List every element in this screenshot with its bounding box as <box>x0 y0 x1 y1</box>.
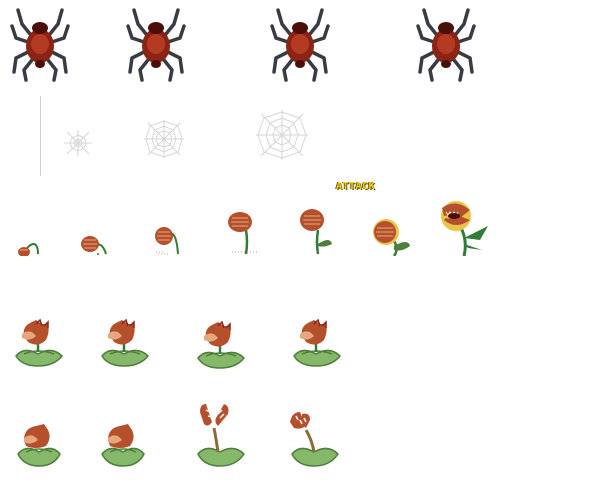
web-sprite-large <box>256 110 308 160</box>
flower-bulb-closed-1 <box>17 424 61 467</box>
flower-bulb-idle-4 <box>293 318 342 367</box>
flower-grow-frame-1 <box>18 242 39 256</box>
spider-sprite-3 <box>270 8 330 82</box>
flower-grow-frame-3 <box>155 227 179 255</box>
web-sprite-small <box>64 130 92 156</box>
spider-sprite-2 <box>126 8 186 82</box>
spider-sprite-4 <box>416 8 476 82</box>
flower-bulb-idle-2 <box>101 318 150 367</box>
web-sprite-medium <box>144 120 184 158</box>
flower-grow-frame-4 <box>228 212 258 255</box>
flower-attack-frame <box>441 201 488 256</box>
flower-bite-frame-1 <box>197 404 245 467</box>
flower-grow-frame-6 <box>373 219 410 256</box>
flower-bulb-closed-2 <box>101 424 145 467</box>
spider-sprite-1 <box>10 8 70 82</box>
flower-grow-frame-5 <box>300 209 332 255</box>
flower-bulb-idle-1 <box>15 318 64 367</box>
flower-bite-frame-2 <box>290 412 339 467</box>
web-thread-line <box>40 96 41 176</box>
flower-bulb-idle-3 <box>197 320 246 369</box>
flower-grow-frame-2 <box>81 236 107 255</box>
attack-label: ATTACK <box>336 181 376 192</box>
